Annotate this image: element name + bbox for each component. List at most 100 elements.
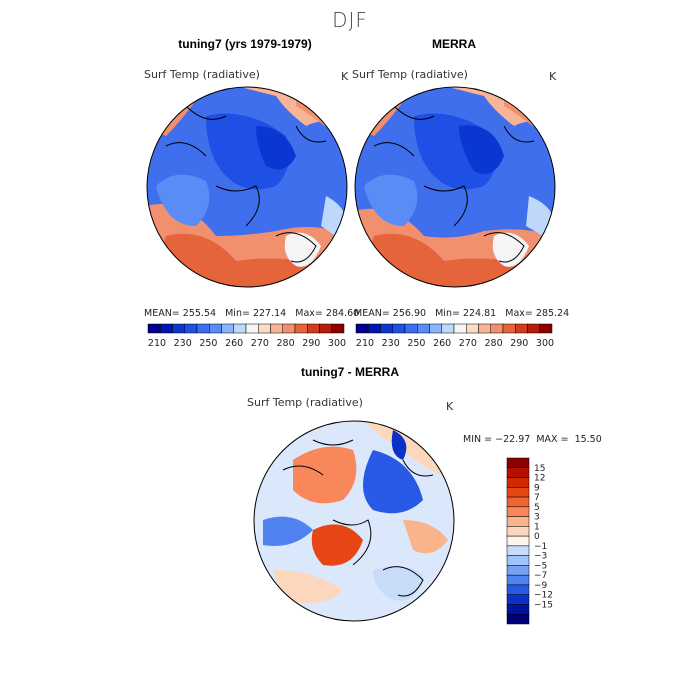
diff-colorbar-tick-label: −1 xyxy=(534,542,547,552)
obs-min-label: Min= xyxy=(435,308,460,319)
model-colorbar-tick-label: 300 xyxy=(328,338,346,349)
model-colorbar-tick-label: 260 xyxy=(225,338,243,349)
diff-colorbar-swatch xyxy=(506,467,530,478)
obs-min-value: 224.81 xyxy=(462,308,497,319)
model-max-label: Max= xyxy=(295,308,323,319)
obs-colorbar-swatch xyxy=(466,323,479,334)
obs-colorbar-swatch xyxy=(417,323,430,334)
model-variable-label: Surf Temp (radiative) xyxy=(144,68,260,81)
model-colorbar-swatch xyxy=(270,323,283,334)
season-title: DJF xyxy=(332,8,368,32)
model-panel-title: tuning7 (yrs 1979-1979) xyxy=(178,37,312,51)
model-mean-label: MEAN= xyxy=(144,308,180,319)
obs-max-label: Max= xyxy=(505,308,533,319)
diff-colorbar-swatch xyxy=(506,565,530,576)
diff-colorbar-tick-label: −5 xyxy=(534,561,547,571)
model-stats: MEAN= 255.54 Min= 227.14 Max= 284.60 xyxy=(144,308,359,319)
diff-colorbar-swatch xyxy=(506,487,530,498)
diff-colorbar-swatch xyxy=(506,555,530,566)
obs-colorbar-tick-label: 210 xyxy=(356,338,374,349)
model-colorbar-tick-label: 280 xyxy=(277,338,295,349)
obs-units-label: K xyxy=(549,70,557,83)
diff-colorbar-swatch xyxy=(506,594,530,605)
diff-units-label: K xyxy=(446,400,454,413)
diff-colorbar-swatch xyxy=(506,477,530,488)
obs-polar-map xyxy=(354,86,556,288)
model-min-label: Min= xyxy=(225,308,250,319)
model-colorbar-tick-label: 270 xyxy=(251,338,269,349)
model-colorbar-tick-label: 230 xyxy=(174,338,192,349)
obs-variable-label: Surf Temp (radiative) xyxy=(352,68,468,81)
diff-colorbar-swatch xyxy=(506,506,530,517)
model-colorbar-tick-label: 210 xyxy=(148,338,166,349)
diff-variable-label: Surf Temp (radiative) xyxy=(247,396,363,409)
obs-colorbar-tick-label: 290 xyxy=(510,338,528,349)
model-units-label: K xyxy=(341,70,349,83)
diff-max-label: MAX = xyxy=(536,434,569,445)
obs-colorbar-swatch xyxy=(380,323,393,334)
diff-colorbar-swatch xyxy=(506,584,530,595)
model-colorbar-swatch xyxy=(307,323,320,334)
diff-colorbar-tick-label: 1 xyxy=(534,522,540,532)
obs-colorbar-swatch xyxy=(502,323,516,334)
diff-min-value: −22.97 xyxy=(495,434,531,445)
model-max-value: 284.60 xyxy=(325,308,360,319)
diff-colorbar-tick-label: 7 xyxy=(534,493,540,503)
model-colorbar-swatch xyxy=(221,323,234,334)
obs-mean-value: 256.90 xyxy=(392,308,427,319)
diff-colorbar-swatch xyxy=(506,516,530,527)
model-colorbar-swatch xyxy=(319,323,332,334)
diff-colorbar-tick-label: −7 xyxy=(534,571,547,581)
model-colorbar-tick-label: 290 xyxy=(302,338,320,349)
diff-colorbar-tick-label: 12 xyxy=(534,474,545,484)
diff-colorbar-swatch xyxy=(506,535,530,547)
obs-colorbar-tick-label: 250 xyxy=(407,338,425,349)
model-colorbar-tick-label: 250 xyxy=(199,338,217,349)
diff-colorbar-tick-label: −12 xyxy=(534,591,553,601)
diff-colorbar-tick-label: 5 xyxy=(534,503,540,513)
diff-colorbar-tick-label: 0 xyxy=(534,532,540,542)
model-colorbar-swatch xyxy=(184,323,198,334)
model-colorbar-swatch xyxy=(258,323,271,334)
obs-colorbar-swatch xyxy=(527,323,540,334)
model-colorbar-swatch xyxy=(245,323,259,334)
diff-colorbar-swatch xyxy=(506,545,530,556)
obs-colorbar-swatch xyxy=(515,323,528,334)
model-colorbar-swatch xyxy=(147,323,161,334)
model-min-value: 227.14 xyxy=(252,308,287,319)
diff-colorbar-swatch xyxy=(506,604,530,615)
obs-colorbar-swatch xyxy=(478,323,491,334)
obs-max-value: 285.24 xyxy=(535,308,570,319)
diff-colorbar-tick-label: 3 xyxy=(534,513,540,523)
diff-colorbar-tick-label: 9 xyxy=(534,483,540,493)
diff-stats: MIN = −22.97 MAX = 15.50 xyxy=(463,434,602,445)
obs-colorbar-tick-label: 280 xyxy=(485,338,503,349)
diff-max-value: 15.50 xyxy=(574,434,602,445)
obs-colorbar-tick-label: 260 xyxy=(433,338,451,349)
obs-colorbar-swatch xyxy=(429,323,442,334)
model-polar-map xyxy=(146,86,348,288)
obs-colorbar-swatch xyxy=(441,323,455,334)
obs-panel-title: MERRA xyxy=(432,37,476,51)
diff-colorbar-tick-label: −9 xyxy=(534,581,548,591)
obs-mean-label: MEAN= xyxy=(354,308,390,319)
obs-colorbar-tick-label: 300 xyxy=(536,338,554,349)
model-colorbar-swatch xyxy=(233,323,247,334)
diff-colorbar-tick-label: −15 xyxy=(534,600,553,610)
obs-colorbar-tick-label: 270 xyxy=(459,338,477,349)
diff-panel-title: tuning7 - MERRA xyxy=(301,365,399,379)
diff-colorbar-swatch xyxy=(506,574,530,586)
diff-colorbar-swatch xyxy=(506,496,530,508)
obs-colorbar-swatch xyxy=(392,323,406,334)
model-colorbar-swatch xyxy=(282,323,296,334)
model-colorbar-swatch xyxy=(209,323,222,334)
obs-stats: MEAN= 256.90 Min= 224.81 Max= 285.24 xyxy=(354,308,569,319)
diff-colorbar-tick-label: 15 xyxy=(534,464,545,474)
obs-colorbar-swatch xyxy=(490,323,504,334)
obs-colorbar-swatch xyxy=(368,323,381,334)
diff-polar-map xyxy=(253,420,455,622)
model-colorbar-swatch xyxy=(160,323,173,334)
model-colorbar-swatch xyxy=(172,323,185,334)
obs-colorbar-swatch xyxy=(355,323,369,334)
